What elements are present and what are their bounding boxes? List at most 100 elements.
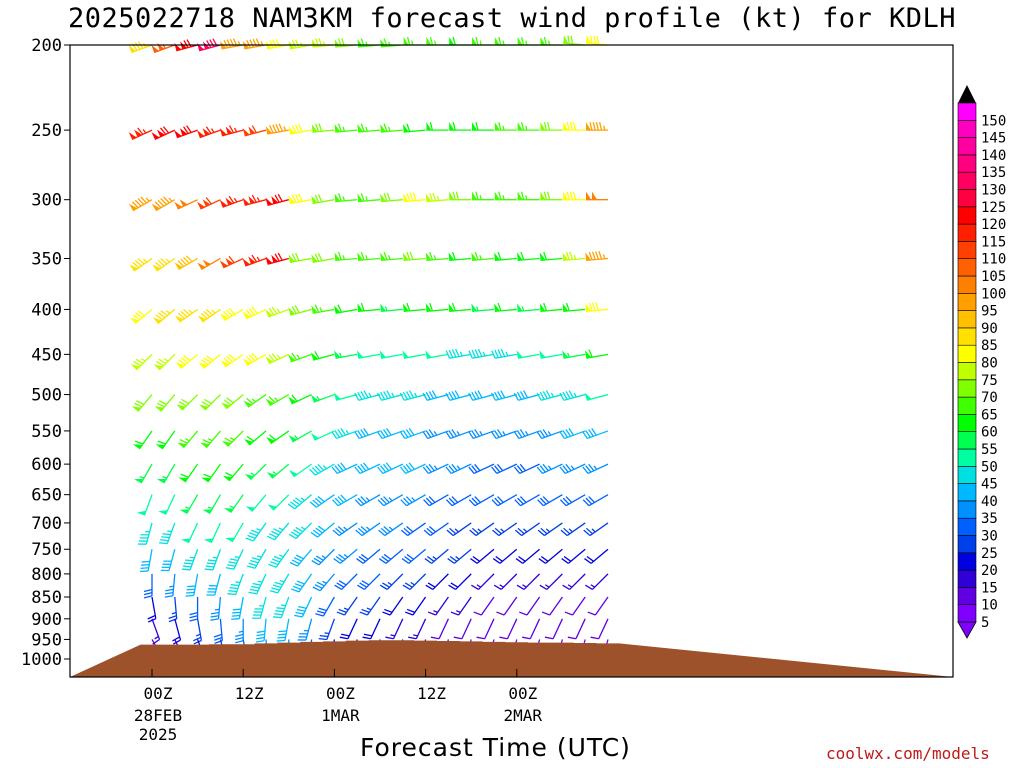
barb-flag: [180, 473, 189, 478]
barb-flag: [471, 349, 477, 358]
y-tick-label: 900: [31, 610, 62, 630]
barb-flag: [494, 527, 502, 535]
barb-flag: [272, 39, 277, 48]
wind-barb: [522, 618, 541, 640]
barb-pennant: [175, 362, 185, 369]
barb-pennant: [242, 197, 250, 206]
barb-pennant: [402, 303, 409, 312]
barb-staff: [569, 573, 586, 590]
barb-half-flag: [411, 40, 414, 46]
barb-flag: [311, 467, 319, 474]
barb-staff: [160, 394, 176, 412]
barb-staff: [274, 522, 290, 541]
colorbar-cell: [957, 102, 977, 121]
barb-staff: [280, 596, 290, 618]
barb-half-flag: [171, 611, 177, 615]
wind-barb: [400, 522, 426, 537]
barb-staff: [497, 494, 518, 507]
barb-flag: [559, 431, 566, 439]
barb-pennant: [225, 126, 233, 135]
barb-pennant: [265, 126, 273, 134]
barb-pennant: [242, 358, 252, 366]
barb-flag: [164, 595, 173, 598]
barb-flag: [228, 561, 237, 565]
barb-flag: [269, 434, 277, 441]
barb-pennant: [471, 252, 478, 261]
barb-staff: [474, 494, 495, 507]
barb-flag: [423, 499, 430, 507]
barb-flag: [494, 497, 501, 505]
barb-pennant: [540, 191, 546, 200]
barb-flag: [543, 251, 548, 261]
barb-pennant: [155, 444, 166, 449]
wind-barb: [517, 191, 540, 201]
barb-flag: [317, 463, 325, 471]
barb-staff: [256, 573, 267, 595]
barb-flag: [522, 636, 531, 640]
barb-pennant: [494, 252, 500, 261]
barb-flag: [315, 123, 320, 132]
barb-half-flag: [233, 127, 238, 133]
barb-flag: [334, 584, 342, 590]
barb-flag: [336, 582, 345, 588]
barb-pennant: [586, 122, 591, 131]
barb-staff: [131, 44, 153, 54]
barb-flag: [406, 608, 416, 614]
barb-half-flag: [550, 392, 555, 398]
barb-flag: [277, 252, 283, 261]
barb-flag: [520, 121, 525, 131]
barb-flag: [537, 529, 545, 537]
barb-half-flag: [233, 197, 238, 203]
barb-staff: [517, 308, 540, 313]
barb-flag: [590, 636, 599, 640]
barb-flag: [428, 391, 434, 399]
barb-flag: [160, 258, 168, 265]
barb-flag: [447, 558, 455, 564]
wind-barb: [380, 303, 403, 313]
barb-flag: [294, 305, 300, 314]
barb-flag: [598, 251, 603, 260]
wind-barb: [584, 349, 609, 359]
wind-barb: [210, 596, 222, 621]
barb-flag: [542, 429, 549, 437]
barb-half-flag: [365, 255, 368, 260]
barb-flag: [539, 584, 548, 590]
barb-pennant: [539, 303, 546, 312]
barb-flag: [185, 255, 193, 263]
barb-flag: [516, 430, 523, 438]
barb-flag: [277, 633, 287, 636]
barb-flag: [183, 309, 191, 316]
wind-barb: [339, 618, 358, 640]
barb-flag: [273, 528, 282, 534]
wind-barb: [402, 573, 427, 590]
wind-barb: [582, 494, 609, 507]
wind-barb: [469, 522, 495, 537]
barb-flag: [274, 613, 283, 616]
wind-barb: [128, 41, 153, 54]
barb-half-flag: [339, 352, 343, 358]
wind-barb: [471, 573, 495, 590]
barb-staff: [405, 463, 426, 475]
wind-barb: [585, 302, 609, 313]
colorbar-label: 75: [981, 373, 998, 389]
barb-flag: [513, 466, 521, 474]
wind-barb: [476, 618, 495, 640]
barb-pennant: [176, 404, 186, 411]
colorbar-cell: [957, 587, 977, 606]
barb-flag: [468, 499, 476, 507]
barb-flag: [203, 473, 212, 478]
barb-flag: [160, 127, 167, 135]
wind-barb: [152, 257, 176, 272]
wind-barb: [468, 348, 495, 359]
barb-flag: [315, 555, 324, 561]
wind-barb: [155, 430, 176, 450]
barb-staff: [157, 308, 176, 325]
barb-flag: [567, 636, 577, 640]
barb-pennant: [562, 350, 569, 359]
wind-barb: [331, 494, 358, 507]
barb-flag: [451, 496, 459, 503]
barb-half-flag: [324, 632, 330, 635]
barb-staff: [268, 353, 290, 365]
barb-flag: [340, 494, 347, 502]
barb-flag: [565, 429, 572, 437]
